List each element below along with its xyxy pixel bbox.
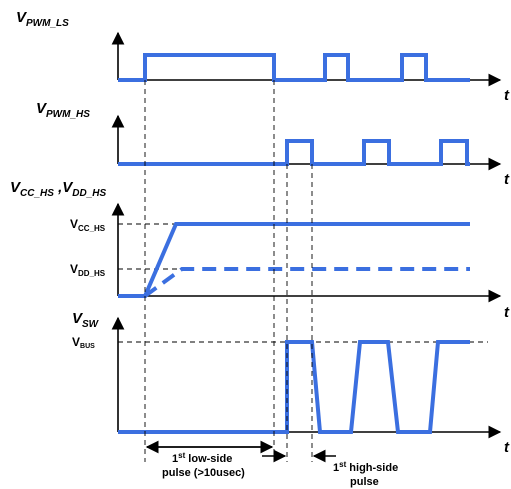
vdd-level-label: VDD_HS — [70, 262, 106, 278]
panel-pwm-ls: VPWM_LS t — [16, 9, 510, 104]
vbus-level-label: VBUS — [72, 335, 95, 350]
pwm-ls-time-label: t — [504, 87, 510, 104]
panel-pwm-hs: VPWM_HS t — [36, 100, 510, 188]
reference-lines — [144, 80, 313, 462]
supply-label: VCC_HS ,VDD_HS — [10, 179, 107, 199]
sw-signal — [118, 340, 470, 434]
low-side-label-line1: 1st low-side — [172, 451, 232, 465]
supply-time-label: t — [504, 304, 510, 321]
pwm-hs-time-label: t — [504, 171, 510, 188]
pwm-hs-signal — [118, 139, 470, 166]
vcc-signal — [118, 222, 470, 298]
low-side-annotation: 1st low-side pulse (>10usec) — [145, 440, 274, 479]
low-side-label-line2: pulse (>10usec) — [162, 467, 245, 479]
pwm-ls-signal — [118, 53, 470, 82]
sw-label: VSW — [72, 310, 100, 330]
high-side-label-line2: pulse — [350, 476, 379, 488]
sw-time-label: t — [504, 439, 510, 456]
high-side-label-line1: 1st high-side — [333, 460, 398, 474]
pwm-hs-label: VPWM_HS — [36, 100, 90, 120]
pwm-ls-label: VPWM_LS — [16, 9, 69, 29]
vdd-signal — [143, 267, 470, 298]
panel-supply: VCC_HS ,VDD_HS t VCC_HS VDD_HS — [10, 179, 510, 321]
vcc-level-label: VCC_HS — [70, 217, 106, 233]
high-side-annotation: 1st high-side pulse — [262, 449, 398, 488]
panel-sw: VSW t VBUS — [72, 310, 510, 456]
